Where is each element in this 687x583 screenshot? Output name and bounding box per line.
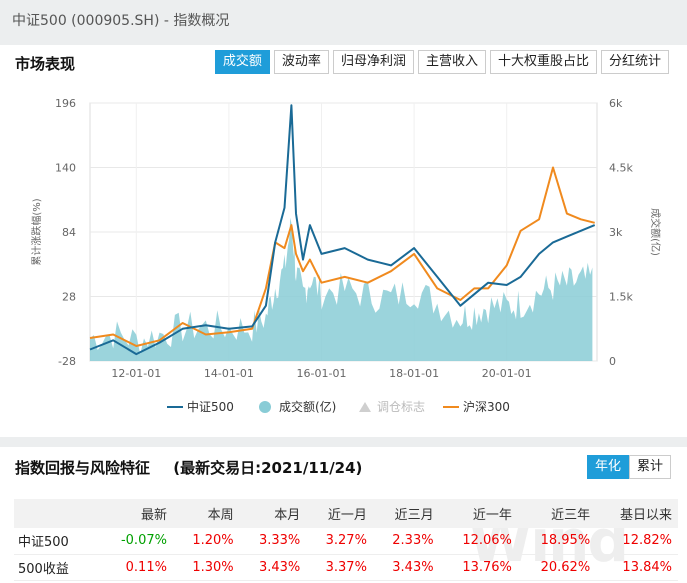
- legend-circle-icon: [259, 401, 271, 413]
- series-line-csi500: [89, 104, 596, 356]
- legend-label: 调仓标志: [377, 400, 425, 414]
- x-tick-label: 14-01-01: [204, 367, 254, 380]
- cell-1m: 3.27%: [306, 528, 373, 555]
- table-row: 500收益 0.11% 1.30% 3.43% 3.37% 3.43% 13.7…: [14, 554, 678, 581]
- section-title: 指数回报与风险特征 (最新交易日:2021/11/24): [15, 457, 362, 478]
- y-left-tick-label: 196: [55, 97, 76, 110]
- y-right-tick-label: 6k: [609, 97, 623, 110]
- toggle-annualized[interactable]: 年化: [586, 455, 629, 479]
- x-tick-label: 20-01-01: [482, 367, 532, 380]
- legend-triangle-icon: [359, 402, 371, 412]
- column-header: 本月: [239, 499, 307, 528]
- row-name: 中证500: [14, 528, 100, 555]
- table-row: 中证500 -0.07% 1.20% 3.33% 3.27% 2.33% 12.…: [14, 528, 678, 555]
- y-right-tick-label: 1.5k: [609, 291, 633, 304]
- returns-table: 最新 本周 本月 近一月 近三月 近一年 近三年 基日以来 中证500 -0.0…: [14, 499, 678, 581]
- y-left-tick-label: 28: [62, 291, 76, 304]
- column-header: 近三月: [372, 499, 440, 528]
- period-toggle: 年化 累计: [586, 455, 671, 479]
- returns-title: 指数回报与风险特征: [15, 459, 151, 477]
- tab-volatility[interactable]: 波动率: [273, 50, 329, 74]
- y-right-axis-title: 成交额(亿): [649, 208, 662, 256]
- table-header-row: 最新 本周 本月 近一月 近三月 近一年 近三年 基日以来: [14, 499, 678, 528]
- market-chart: 196 6k 140 4.5k 84 3k 28 1.5k -28 0 12-01-01 14-01-…: [30, 97, 662, 414]
- cell-3y: 20.62%: [517, 554, 597, 581]
- tab-dividend[interactable]: 分红统计: [600, 50, 669, 74]
- section-title: 市场表现: [15, 55, 76, 73]
- tab-revenue[interactable]: 主营收入: [417, 50, 486, 74]
- y-right-tick-label: 0: [609, 355, 616, 368]
- cell-3m: 2.33%: [372, 528, 440, 555]
- cell-3m: 3.43%: [372, 554, 440, 581]
- cell-1y: 12.06%: [439, 528, 518, 555]
- cell-month: 3.33%: [239, 528, 307, 555]
- returns-panel: 指数回报与风险特征 (最新交易日:2021/11/24) 年化 累计 Wind …: [0, 447, 687, 583]
- column-header: [14, 499, 100, 528]
- legend-label: 成交额(亿): [279, 399, 336, 414]
- market-performance-panel: 市场表现 成交额 波动率 归母净利润 主营收入 十大权重股占比 分红统计 196…: [0, 45, 687, 437]
- cell-latest: 0.11%: [99, 554, 173, 581]
- x-tick-label: 18-01-01: [389, 367, 439, 380]
- y-left-tick-label: 84: [62, 226, 76, 239]
- cell-since-base: 13.84%: [596, 554, 678, 581]
- column-header: 最新: [99, 499, 173, 528]
- column-header: 基日以来: [596, 499, 678, 528]
- toggle-cumulative[interactable]: 累计: [628, 455, 671, 479]
- cell-month: 3.43%: [239, 554, 307, 581]
- cell-1y: 13.76%: [439, 554, 518, 581]
- y-left-axis-title: 累计涨跌幅(%): [30, 198, 43, 265]
- cell-since-base: 12.82%: [596, 528, 678, 555]
- legend-label: 沪深300: [463, 400, 510, 414]
- window-title-bar: 中证500 (000905.SH) - 指数概况: [0, 0, 687, 42]
- cell-latest: -0.07%: [99, 528, 173, 555]
- series-line-hs300: [89, 166, 595, 347]
- cell-1m: 3.37%: [306, 554, 373, 581]
- tab-net-profit[interactable]: 归母净利润: [332, 50, 414, 74]
- x-tick-label: 16-01-01: [297, 367, 347, 380]
- row-name: 500收益: [14, 554, 100, 581]
- cell-3y: 18.95%: [517, 528, 597, 555]
- page-title: 中证500 (000905.SH) - 指数概况: [12, 13, 230, 29]
- y-right-tick-label: 4.5k: [609, 162, 633, 175]
- tab-top10-weight[interactable]: 十大权重股占比: [489, 50, 597, 74]
- tab-turnover[interactable]: 成交额: [214, 50, 270, 74]
- latest-date-label: (最新交易日:2021/11/24): [173, 459, 363, 477]
- turnover-area: [90, 217, 593, 361]
- y-left-tick-label: 140: [55, 162, 76, 175]
- y-right-tick-label: 3k: [609, 226, 623, 239]
- y-left-tick-label: -28: [58, 355, 76, 368]
- metric-tabs: 成交额 波动率 归母净利润 主营收入 十大权重股占比 分红统计: [211, 50, 669, 74]
- cell-week: 1.20%: [172, 528, 240, 555]
- column-header: 近一年: [439, 499, 518, 528]
- column-header: 近三年: [517, 499, 597, 528]
- column-header: 近一月: [306, 499, 373, 528]
- x-tick-label: 12-01-01: [111, 367, 161, 380]
- legend-label: 中证500: [187, 399, 234, 414]
- cell-week: 1.30%: [172, 554, 240, 581]
- column-header: 本周: [172, 499, 240, 528]
